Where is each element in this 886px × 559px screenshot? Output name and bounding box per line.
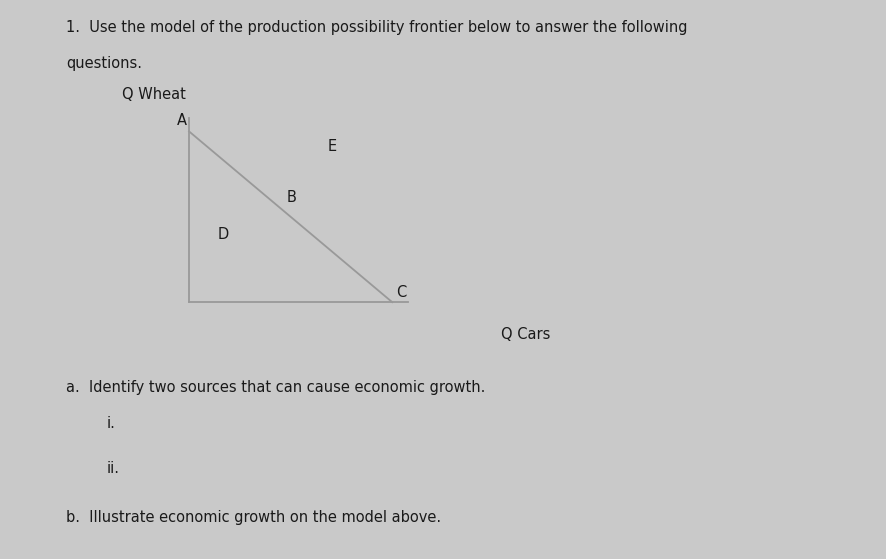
Text: i.: i. (106, 416, 115, 432)
Text: 1.  Use the model of the production possibility frontier below to answer the fol: 1. Use the model of the production possi… (66, 20, 688, 35)
Text: b.  Illustrate economic growth on the model above.: b. Illustrate economic growth on the mod… (66, 510, 441, 525)
Text: A: A (177, 113, 187, 128)
Text: B: B (286, 190, 297, 205)
Text: C: C (396, 286, 407, 301)
Text: E: E (327, 139, 337, 154)
Text: Q Wheat: Q Wheat (122, 87, 186, 102)
Text: D: D (217, 228, 229, 243)
Text: a.  Identify two sources that can cause economic growth.: a. Identify two sources that can cause e… (66, 380, 486, 395)
Text: Q Cars: Q Cars (501, 327, 550, 342)
Text: ii.: ii. (106, 461, 120, 476)
Text: questions.: questions. (66, 56, 143, 71)
